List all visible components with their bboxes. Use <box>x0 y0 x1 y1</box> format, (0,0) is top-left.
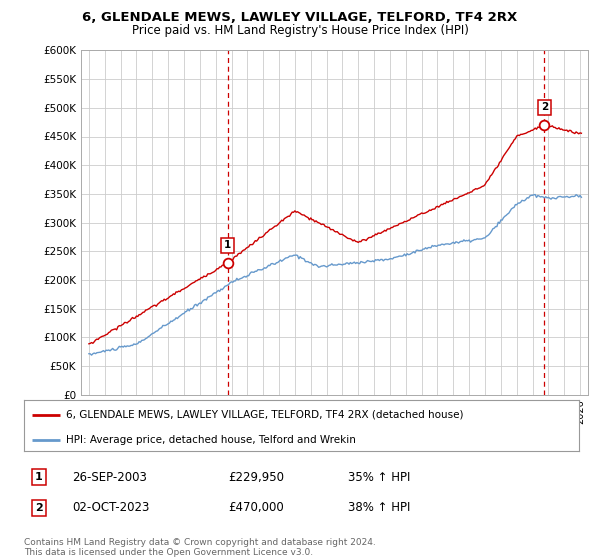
Text: 38% ↑ HPI: 38% ↑ HPI <box>348 501 410 515</box>
Text: 1: 1 <box>224 240 231 250</box>
Text: 6, GLENDALE MEWS, LAWLEY VILLAGE, TELFORD, TF4 2RX: 6, GLENDALE MEWS, LAWLEY VILLAGE, TELFOR… <box>82 11 518 24</box>
Text: 2: 2 <box>35 503 43 513</box>
Text: HPI: Average price, detached house, Telford and Wrekin: HPI: Average price, detached house, Telf… <box>65 435 355 445</box>
Text: £470,000: £470,000 <box>228 501 284 515</box>
Text: Price paid vs. HM Land Registry's House Price Index (HPI): Price paid vs. HM Land Registry's House … <box>131 24 469 36</box>
Text: 35% ↑ HPI: 35% ↑ HPI <box>348 470 410 484</box>
Text: £229,950: £229,950 <box>228 470 284 484</box>
Text: 26-SEP-2003: 26-SEP-2003 <box>72 470 147 484</box>
Text: 2: 2 <box>541 102 548 113</box>
Text: Contains HM Land Registry data © Crown copyright and database right 2024.
This d: Contains HM Land Registry data © Crown c… <box>24 538 376 557</box>
Text: 6, GLENDALE MEWS, LAWLEY VILLAGE, TELFORD, TF4 2RX (detached house): 6, GLENDALE MEWS, LAWLEY VILLAGE, TELFOR… <box>65 409 463 419</box>
Text: 02-OCT-2023: 02-OCT-2023 <box>72 501 149 515</box>
Text: 1: 1 <box>35 472 43 482</box>
